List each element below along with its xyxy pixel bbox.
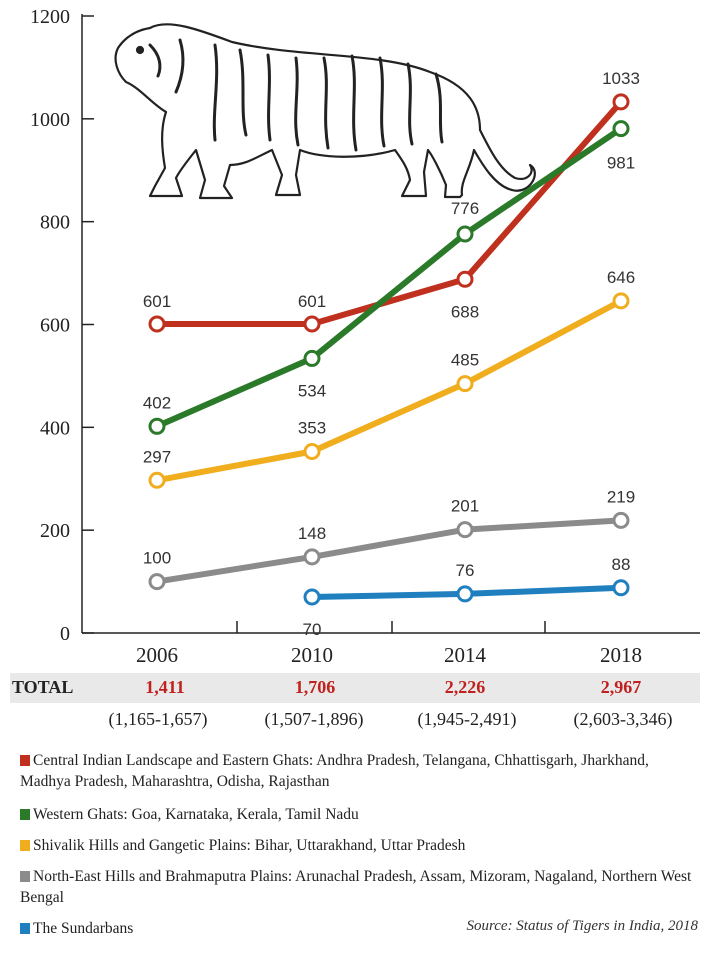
data-point [148,471,166,489]
data-point [612,93,630,111]
x-tick-label: 2014 [444,643,487,667]
legend-swatch-blue [20,923,30,934]
data-point [612,120,630,138]
data-label: 534 [298,381,326,400]
line-chart: 0 200 400 600 800 1000 1200 2006 2010 2014 2018 6… [30,6,700,667]
source-note: Source: Status of Tigers in India, 2018 [466,918,698,934]
series-line [156,517,622,585]
data-label: 601 [298,292,326,311]
series-line [155,126,623,430]
total-value-2018: 2,967 [600,677,642,697]
legend-swatch-yellow [20,840,30,851]
data-point [612,292,630,310]
range-2014: (1,945-2,491) [417,709,517,729]
data-point [148,315,166,333]
data-label: 201 [451,497,479,516]
data-point [456,585,474,603]
data-label: 100 [143,549,171,568]
legend-text: Central Indian Landscape and Eastern Gha… [20,752,649,790]
data-label: 76 [456,561,475,580]
y-tick-label: 1000 [30,109,70,131]
series-line [156,298,623,484]
data-label: 353 [298,418,326,437]
y-axis-ticks: 0 200 400 600 800 1000 1200 [30,6,94,645]
legend-text: The Sundarbans [33,920,134,937]
data-label: 688 [451,302,479,321]
x-tick-label: 2006 [136,643,178,667]
data-point [303,548,321,566]
y-tick-label: 400 [40,417,70,439]
x-tick-label: 2010 [291,643,333,667]
data-point [303,349,321,367]
legend-item-central-india: Central Indian Landscape and Eastern Gha… [20,750,700,792]
data-label: 148 [298,524,326,543]
data-label: 402 [143,393,171,412]
data-label: 646 [607,268,635,287]
data-point [303,315,321,333]
series-line [157,99,624,327]
legend-swatch-red [20,755,30,766]
series-group [148,93,630,606]
range-2006: (1,165-1,657) [108,709,208,729]
data-point [612,579,630,597]
legend-item-shivalik: Shivalik Hills and Gangetic Plains: Biha… [20,835,700,856]
legend-swatch-gray [20,871,30,882]
legend-item-sundarbans: The Sundarbans [20,918,320,939]
range-2018: (2,603-3,346) [573,709,673,729]
x-tick-label: 2018 [600,643,642,667]
data-label: 297 [143,447,171,466]
total-value-2006: 1,411 [145,677,185,697]
data-label: 601 [143,292,171,311]
total-value-2014: 2,226 [444,677,486,697]
total-value-2010: 1,706 [294,677,336,697]
legend-text: Shivalik Hills and Gangetic Plains: Biha… [33,837,466,854]
data-label: 219 [607,487,635,506]
total-label: TOTAL [12,677,74,697]
data-label: 485 [451,351,479,370]
data-labels: 601 601 688 1033 402 534 776 981 297 353 485 646 100… [143,69,640,639]
data-point [456,375,474,393]
legend-swatch-green [20,809,30,820]
legend-item-north-east: North-East Hills and Brahmaputra Plains:… [20,866,700,908]
total-row-background [10,673,700,703]
data-label: 88 [612,555,631,574]
legend-text: Western Ghats: Goa, Karnataka, Kerala, T… [33,806,359,823]
data-label: 776 [451,199,479,218]
y-tick-label: 0 [60,623,70,645]
data-point [456,521,474,539]
range-2010: (1,507-1,896) [264,709,364,729]
x-axis-ticks: 2006 2010 2014 2018 [136,621,642,667]
data-point [612,511,630,529]
y-tick-label: 800 [40,212,70,234]
data-point [303,588,321,606]
data-point [456,270,474,288]
data-label: 1033 [602,69,640,88]
data-label: 981 [607,154,635,173]
legend-text: North-East Hills and Brahmaputra Plains:… [20,868,692,906]
data-label: 70 [303,620,322,639]
data-point [148,573,166,591]
tiger-illustration [114,23,536,200]
y-tick-label: 200 [40,520,70,542]
data-point [303,442,321,460]
legend-item-western-ghats: Western Ghats: Goa, Karnataka, Kerala, T… [20,804,700,825]
data-point [148,417,166,435]
data-point [456,225,474,243]
y-tick-label: 600 [40,315,70,337]
y-tick-label: 1200 [30,6,70,28]
